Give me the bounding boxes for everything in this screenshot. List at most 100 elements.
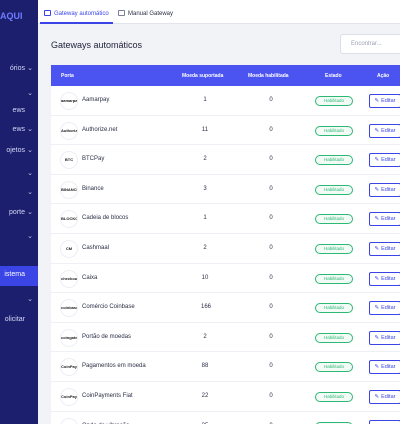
tab-automatic-gateway[interactable]: Gateway automático: [40, 7, 113, 24]
window-icon: [118, 10, 125, 16]
edit-label: Editar: [381, 186, 396, 193]
edit-button[interactable]: ✎Editar: [369, 301, 400, 316]
sidebar-item[interactable]: ⌄: [0, 231, 38, 245]
gateway-name: Binance: [82, 185, 104, 192]
status-badge: Habilitado: [315, 96, 353, 106]
app-logo: AQUI: [0, 11, 23, 21]
pencil-icon: ✎: [374, 305, 380, 312]
sidebar-item[interactable]: ews: [0, 105, 38, 119]
edit-button[interactable]: ✎Editar: [369, 389, 400, 404]
edit-label: Editar: [381, 305, 396, 312]
sidebar-item[interactable]: ⌄: [0, 187, 38, 201]
table-row: BINANCE Binance 3 0 Habilitado ✎Editar: [51, 174, 400, 205]
table-row: FlutterwaveOnda de vibração350Habilitado…: [51, 411, 400, 424]
gateway-name: Caixa: [82, 274, 98, 281]
supported-currency-count: 10: [201, 274, 209, 281]
enabled-currency-count: 0: [269, 126, 273, 133]
edit-button[interactable]: ✎Editar: [369, 330, 400, 345]
chevron-down-icon: ⌄: [27, 233, 33, 240]
pencil-icon: ✎: [374, 186, 380, 193]
supported-currency-count: 1: [203, 215, 207, 222]
sidebar-item[interactable]: ⌄: [0, 294, 38, 308]
enabled-currency-count: 0: [269, 274, 273, 281]
pencil-icon: ✎: [374, 275, 380, 282]
sidebar-item[interactable]: ews ⌄: [0, 124, 38, 138]
gateway-logo: aamarpay: [61, 93, 77, 109]
col-header-gateway: Porta: [61, 73, 74, 79]
gateway-name: Comércio Coinbase: [82, 304, 135, 311]
tab-label: Manual Gateway: [128, 11, 174, 17]
gateway-name: Onda de vibração: [82, 423, 129, 424]
table-row: coinbase Comércio Coinbase 166 0 Habilitado ✎…: [51, 293, 400, 323]
edit-button[interactable]: ✎Editar: [369, 212, 400, 227]
table-header: Porta Moeda suportada Moeda habilitada E…: [51, 65, 400, 86]
gateway-logo: coinbase: [61, 300, 77, 317]
edit-button[interactable]: ✎Editar: [369, 360, 400, 375]
pencil-icon: ✎: [374, 216, 380, 223]
enabled-currency-count: 0: [269, 156, 273, 163]
sidebar-item[interactable]: ⌄: [0, 88, 38, 102]
sidebar-item[interactable]: órios ⌄: [0, 63, 38, 77]
status-badge: Habilitado: [315, 155, 353, 166]
gateway-logo: CoinPayments: [61, 388, 77, 405]
table-row: checkout Caixa 10 0 Habilitado ✎ Editar: [51, 263, 400, 294]
gateway-name: BTCPay: [82, 156, 105, 163]
gateway-name: Pagamentos em moeda: [82, 363, 146, 370]
sidebar-item-label: olicitar: [4, 316, 25, 323]
supported-currency-count: 22: [201, 392, 209, 399]
chevron-down-icon: ⌄: [27, 126, 33, 133]
chevron-down-icon: ⌄: [27, 170, 33, 177]
gateway-name: Cashmaal: [82, 244, 110, 251]
edit-button[interactable]: ✎Editar: [369, 123, 400, 138]
pencil-icon: ✎: [374, 245, 380, 252]
edit-label: Editar: [381, 275, 396, 282]
search-input[interactable]: Encontrar...: [340, 34, 400, 54]
edit-button[interactable]: ✎Editar: [369, 94, 400, 108]
pencil-icon: ✎: [374, 334, 380, 341]
pencil-icon: ✎: [374, 98, 380, 104]
sidebar-item[interactable]: porte ⌄: [0, 207, 38, 221]
gateway-logo: Flutterwave: [61, 418, 77, 424]
gateway-name: Authorize.net: [82, 126, 118, 133]
supported-currency-count: 166: [201, 304, 212, 311]
edit-label: Editar: [381, 98, 396, 104]
supported-currency-count: 88: [201, 363, 209, 370]
sidebar-item-label: ews: [12, 126, 25, 133]
chevron-down-icon: ⌄: [27, 189, 33, 196]
enabled-currency-count: 0: [269, 97, 273, 103]
chevron-down-icon: ⌄: [27, 90, 33, 97]
chevron-down-icon: ⌄: [27, 65, 33, 72]
edit-button[interactable]: ✎Editar: [369, 182, 400, 197]
sidebar-item[interactable]: istema: [0, 266, 38, 286]
enabled-currency-count: 0: [267, 423, 275, 424]
sidebar-item[interactable]: ojetos ⌄: [0, 145, 38, 159]
gateway-logo: BLOCKCHAIN: [61, 211, 77, 228]
sidebar-item[interactable]: ⌄: [0, 168, 38, 182]
chevron-down-icon: ⌄: [27, 296, 33, 303]
gateway-name: Aamarpay: [82, 97, 110, 103]
supported-currency-count: 2: [203, 333, 207, 340]
enabled-currency-count: 0: [269, 363, 273, 370]
gateways-table: Porta Moeda suportada Moeda habilitada E…: [51, 65, 400, 424]
edit-button[interactable]: ✎Editar: [369, 153, 400, 168]
edit-label: Editar: [381, 334, 396, 341]
pencil-icon: ✎: [374, 364, 380, 371]
sidebar-item[interactable]: olicitar: [0, 314, 38, 328]
edit-button[interactable]: ✎Editar: [369, 419, 400, 424]
status-badge: Habilitado: [315, 303, 353, 314]
table-row: BTC BTCPay 2 0 Habilitado ✎ Editar: [51, 145, 400, 175]
edit-button[interactable]: ✎Editar: [369, 271, 400, 286]
gateway-logo: BTC: [61, 152, 77, 169]
col-header-supported: Moeda suportada: [182, 73, 224, 79]
tab-bar: Gateway automático Manual Gateway: [38, 0, 400, 24]
enabled-currency-count: 0: [269, 304, 273, 311]
gateway-name: Cadeia de blocos: [82, 215, 129, 222]
chevron-down-icon: ⌄: [27, 147, 33, 154]
edit-button[interactable]: ✎Editar: [369, 241, 400, 256]
edit-label: Editar: [381, 245, 396, 252]
supported-currency-count: 1: [203, 97, 207, 103]
tab-manual-gateway[interactable]: Manual Gateway: [114, 7, 177, 24]
edit-label: Editar: [381, 393, 396, 400]
window-icon: [44, 10, 51, 16]
gateway-logo: Authorize: [61, 122, 77, 139]
